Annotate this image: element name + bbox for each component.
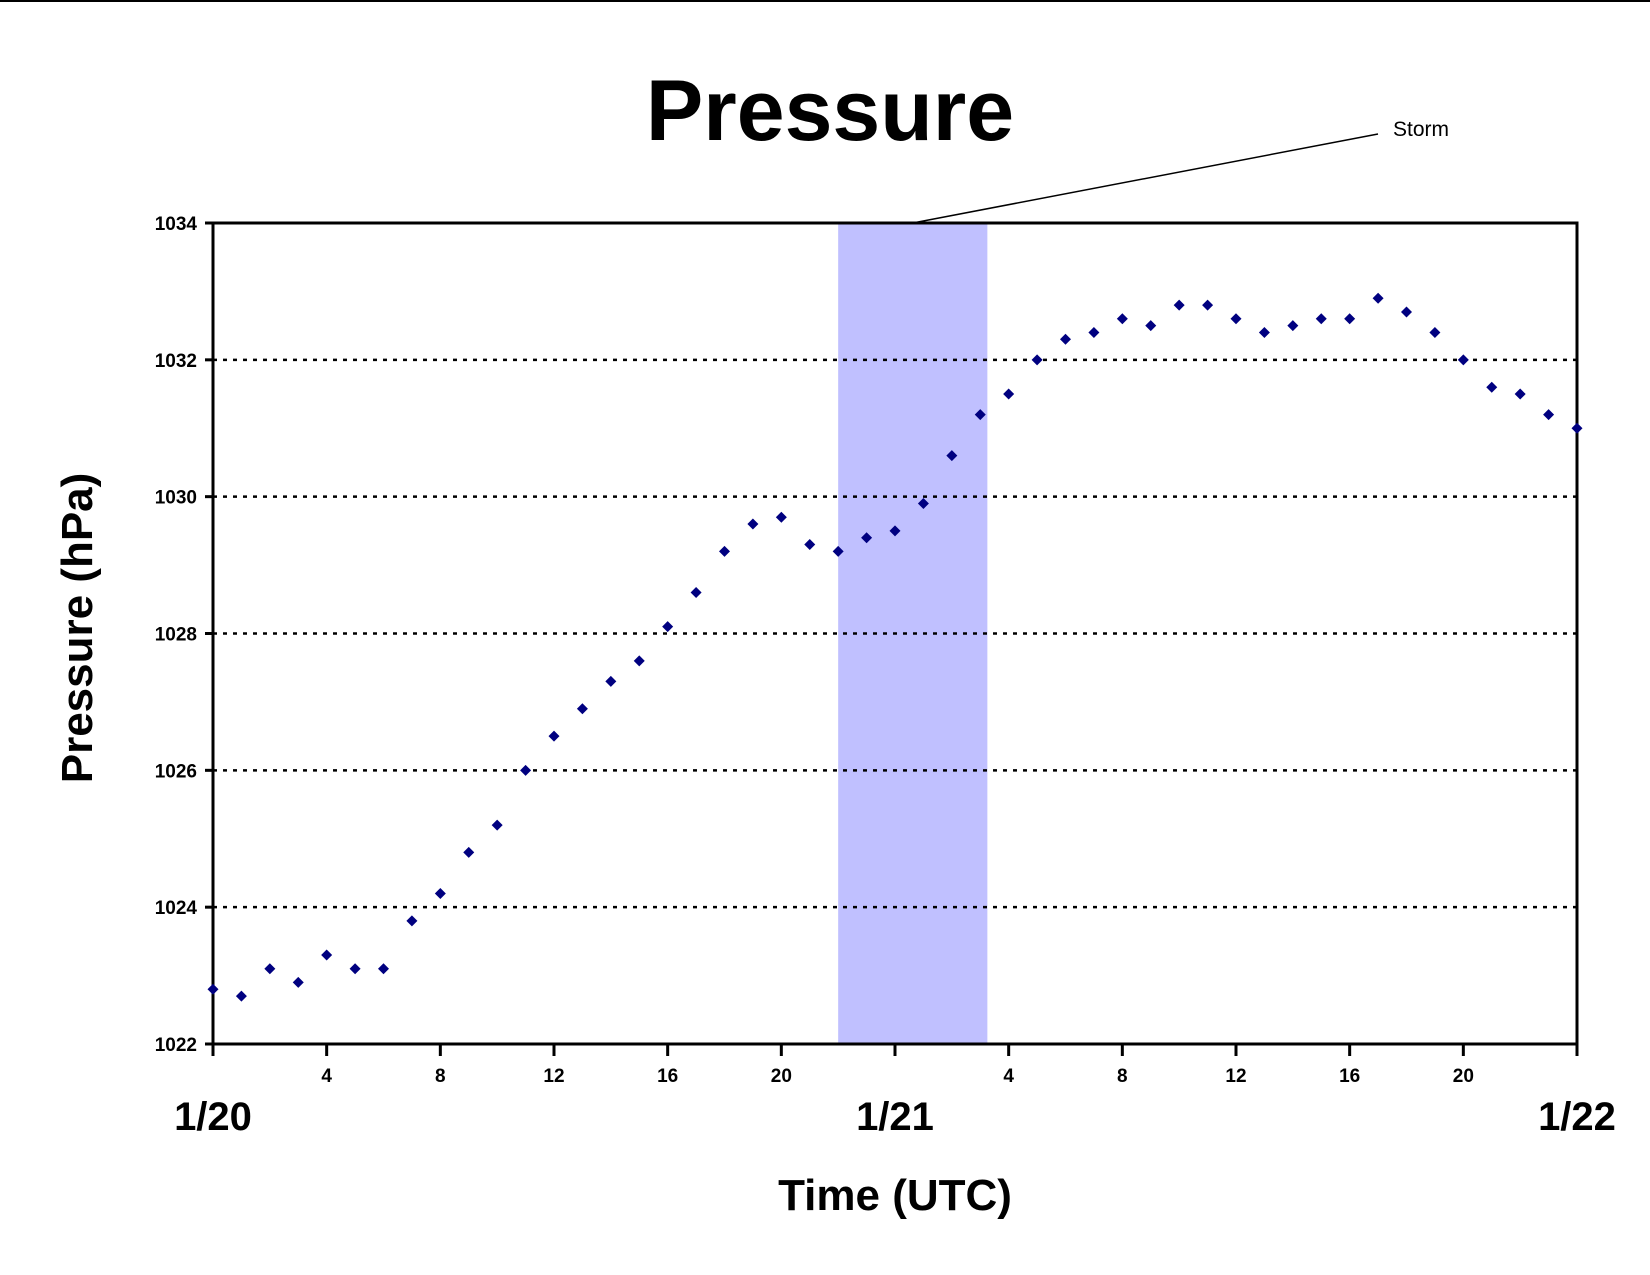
y-tick-label: 1030 xyxy=(155,488,197,509)
data-point xyxy=(1344,313,1356,325)
data-point xyxy=(974,409,986,421)
storm-annotation-label: Storm xyxy=(1393,118,1449,141)
data-point xyxy=(1486,381,1498,393)
x-tick-label: 20 xyxy=(1453,1066,1474,1087)
data-point xyxy=(1088,326,1100,338)
date-label: 1/20 xyxy=(174,1095,252,1139)
data-point xyxy=(605,675,617,687)
data-point xyxy=(1457,354,1469,366)
data-point xyxy=(1031,354,1043,366)
date-labels: 1/20 1/21 1/22 xyxy=(174,1095,1616,1139)
data-point xyxy=(1401,306,1412,318)
data-point xyxy=(1514,388,1526,400)
y-tick-label: 1022 xyxy=(155,1035,197,1056)
data-point xyxy=(747,518,759,530)
y-tick-label: 1024 xyxy=(155,898,198,919)
data-point xyxy=(1429,326,1441,338)
x-tick-label: 8 xyxy=(435,1066,446,1087)
data-point xyxy=(1258,326,1270,338)
x-tick-label: 4 xyxy=(321,1066,332,1087)
x-tick-label: 8 xyxy=(1117,1066,1128,1087)
y-tick-label: 1026 xyxy=(155,761,197,782)
date-label: 1/22 xyxy=(1538,1095,1616,1139)
data-point xyxy=(775,511,787,523)
data-point xyxy=(1145,320,1157,332)
y-tick-label: 1032 xyxy=(155,351,197,372)
data-point xyxy=(889,525,901,537)
x-tick-label: 12 xyxy=(543,1066,564,1087)
data-point xyxy=(1003,388,1015,400)
data-point xyxy=(946,450,958,462)
data-point xyxy=(832,545,844,557)
y-axis-title: Pressure (hPa) xyxy=(53,473,102,784)
data-point xyxy=(321,949,333,961)
data-point xyxy=(264,963,276,975)
data-point xyxy=(662,621,674,633)
y-tick-label: 1028 xyxy=(155,625,197,646)
y-tick-label: 1034 xyxy=(155,214,198,235)
data-point xyxy=(917,498,929,510)
data-point xyxy=(719,545,730,557)
data-point xyxy=(520,764,532,776)
data-point xyxy=(1173,299,1185,311)
data-point xyxy=(378,963,389,975)
x-axis-title: Time (UTC) xyxy=(778,1171,1012,1220)
x-tick-label: 16 xyxy=(657,1066,678,1087)
x-axis-ticks: 4 8 12 16 20 4 8 12 16 20 xyxy=(211,1044,1579,1087)
data-point xyxy=(292,976,304,988)
data-series xyxy=(207,292,1583,1002)
plot-area-frame xyxy=(211,221,1579,1046)
data-point xyxy=(1315,313,1327,325)
data-point xyxy=(349,963,361,975)
x-tick-label: 4 xyxy=(1003,1066,1014,1087)
data-point xyxy=(1116,313,1128,325)
x-tick-label: 20 xyxy=(771,1066,792,1087)
gridlines xyxy=(213,358,1577,909)
data-point xyxy=(1287,320,1299,332)
data-point xyxy=(1230,313,1242,325)
chart-title: Pressure xyxy=(646,63,1014,159)
data-point xyxy=(235,990,247,1002)
data-point xyxy=(1202,299,1214,311)
data-point xyxy=(207,983,219,995)
x-tick-label: 12 xyxy=(1225,1066,1246,1087)
y-axis-ticks: 1022 1024 1026 1028 1030 1032 1034 xyxy=(155,214,213,1056)
data-point xyxy=(1543,409,1555,421)
data-point xyxy=(861,532,873,544)
data-point xyxy=(1571,422,1583,434)
data-point xyxy=(1372,292,1384,304)
storm-region: Storm xyxy=(838,118,1449,1044)
data-point xyxy=(491,819,503,831)
x-tick-label: 16 xyxy=(1339,1066,1360,1087)
data-point xyxy=(434,887,446,899)
data-point xyxy=(690,586,702,598)
data-point xyxy=(576,703,588,715)
data-point xyxy=(633,655,645,667)
storm-annotation-leader xyxy=(912,133,1379,224)
data-point xyxy=(548,730,560,742)
date-label: 1/21 xyxy=(856,1095,934,1139)
data-point xyxy=(804,539,816,551)
data-point xyxy=(406,915,418,927)
data-point xyxy=(1060,333,1071,345)
top-border-line xyxy=(0,0,1650,2)
data-point xyxy=(463,846,475,858)
